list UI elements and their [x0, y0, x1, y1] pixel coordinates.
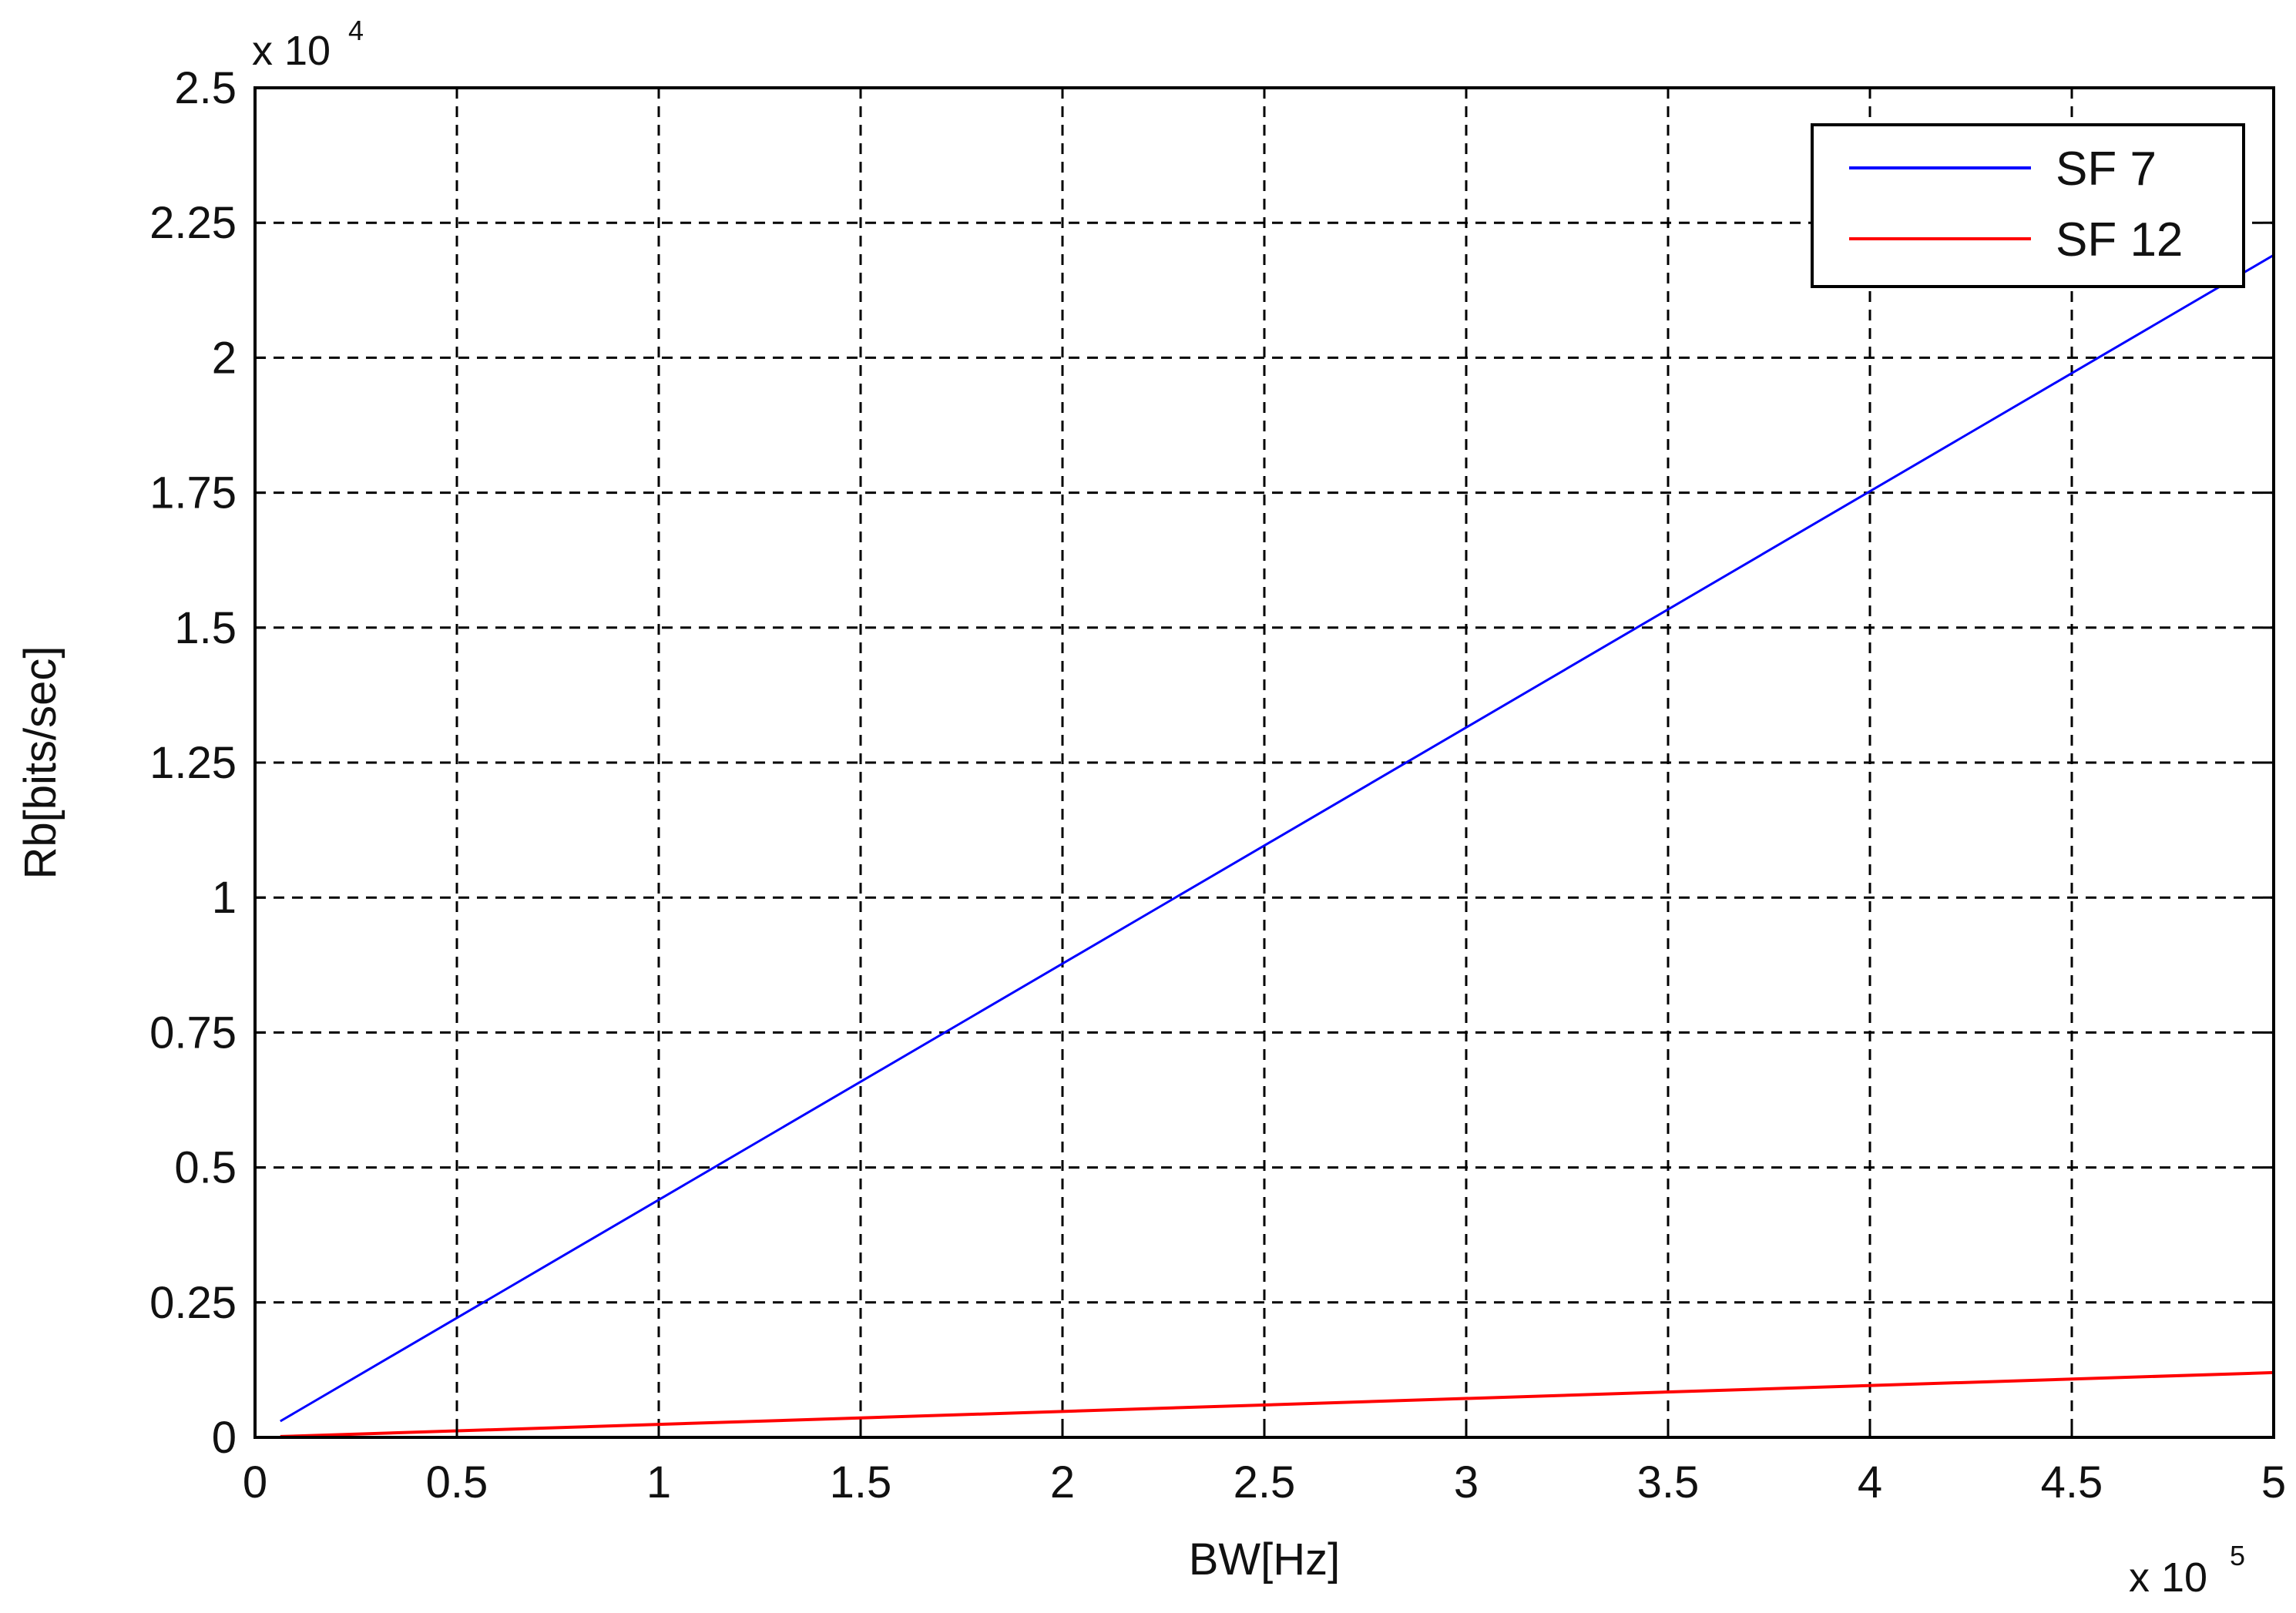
x-axis-multiplier: x 10 5 — [2129, 1540, 2245, 1601]
y-tick-label: 1 — [212, 873, 237, 923]
y-axis-multiplier: x 10 4 — [252, 15, 364, 74]
y-tick-label: 0.5 — [174, 1143, 237, 1193]
x-tick-label: 2 — [1050, 1457, 1075, 1507]
legend-label-sf7: SF 7 — [2056, 143, 2157, 196]
x-axis-ticks: 0 0.5 1 1.5 2 2.5 3 3.5 4 4.5 5 — [243, 88, 2286, 1507]
x-tick-label: 4.5 — [2041, 1457, 2103, 1507]
series-line-sf7 — [280, 253, 2274, 1423]
y-tick-label: 1.5 — [174, 603, 237, 653]
legend-box — [1811, 123, 2245, 288]
x-tick-label: 1.5 — [830, 1457, 892, 1507]
x-tick-label: 4 — [1858, 1457, 1882, 1507]
y-axis-label: Rb[bits/sec] — [15, 646, 65, 880]
y-tick-label: 2 — [212, 333, 237, 383]
grid — [255, 88, 2274, 1437]
x-tick-label: 3 — [1454, 1457, 1479, 1507]
legend: SF 7 SF 12 — [1811, 123, 2245, 288]
x-tick-label: 5 — [2261, 1457, 2286, 1507]
y-tick-label: 0.75 — [149, 1008, 237, 1058]
x-tick-label: 1 — [646, 1457, 671, 1507]
svg-text:4: 4 — [348, 15, 364, 46]
x-axis-label: BW[Hz] — [1189, 1534, 1341, 1584]
legend-label-sf12: SF 12 — [2056, 213, 2183, 267]
x-tick-label: 3.5 — [1637, 1457, 1700, 1507]
y-tick-label: 2.25 — [149, 198, 237, 248]
y-tick-label: 1.75 — [149, 468, 237, 518]
y-axis-ticks: 0 0.25 0.5 0.75 1 1.25 1.5 1.75 2 2.25 2.5 — [149, 63, 2274, 1463]
series-layer — [280, 253, 2274, 1438]
x-tick-label: 2.5 — [1234, 1457, 1296, 1507]
series-line-sf12 — [280, 1370, 2274, 1438]
y-tick-label: 1.25 — [149, 738, 237, 788]
svg-text:x 10: x 10 — [2129, 1554, 2207, 1601]
svg-text:x 10: x 10 — [252, 28, 331, 74]
y-tick-label: 0.25 — [149, 1278, 237, 1328]
svg-text:5: 5 — [2230, 1540, 2245, 1571]
y-tick-label: 0 — [212, 1413, 237, 1463]
y-tick-label: 2.5 — [174, 63, 237, 113]
x-tick-label: 0 — [243, 1457, 267, 1507]
x-tick-label: 0.5 — [426, 1457, 488, 1507]
